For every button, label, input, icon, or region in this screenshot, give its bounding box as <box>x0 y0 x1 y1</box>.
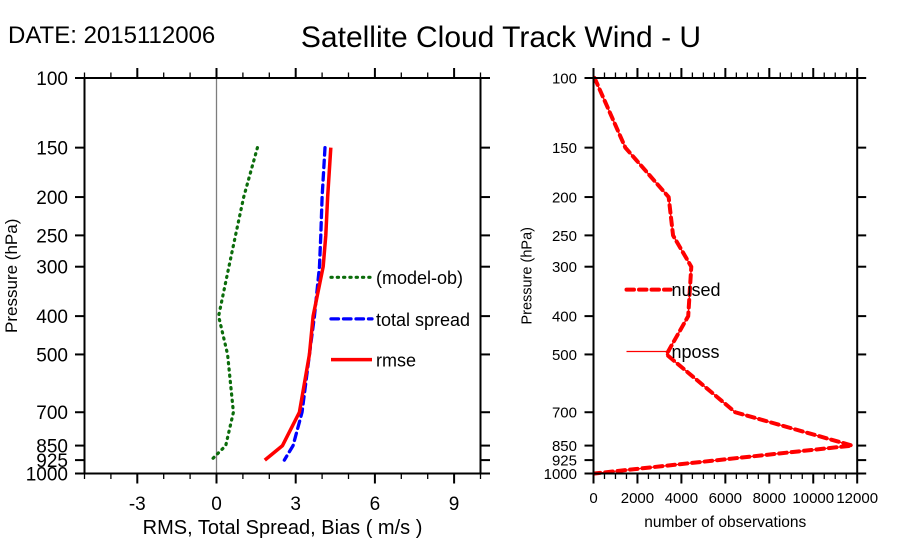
right-panel-x-tick-label: 0 <box>589 490 597 507</box>
left-panel-x-tick-label: 0 <box>211 494 222 515</box>
left-panel-x-tick-label: 9 <box>449 494 460 515</box>
left-panel-y-tick-label: 100 <box>36 69 68 90</box>
left-panel: -3 0 3 6 9 100 150 200 250 300 400 500 700 8509251000… <box>2 68 490 539</box>
right-panel-legend-label-nused: nused <box>672 280 721 300</box>
right-panel-y-tick-label: 250 <box>552 228 577 245</box>
left-panel-frame <box>83 77 482 475</box>
right-panel-x-tick-label: 4000 <box>665 490 698 507</box>
right-panel-y-tick-label: 500 <box>552 347 577 364</box>
right-panel-y-tick-label: 925 <box>552 453 577 470</box>
right-panel-y-tick-label: 200 <box>552 190 577 207</box>
right-panel-x-tick-label: 2000 <box>621 490 654 507</box>
right-panel-y-tick-label: 1000 <box>544 466 577 483</box>
left-panel-x-tick-label: 6 <box>370 494 381 515</box>
left-panel-x-tick-label: 3 <box>290 494 301 515</box>
main-title: Satellite Cloud Track Wind - U <box>301 21 701 54</box>
right-panel-y-tick-label: 100 <box>552 71 577 88</box>
right-panel-x-tick-label: 12000 <box>836 490 878 507</box>
left-panel-legend-label-totalspread: total spread <box>376 310 470 330</box>
left-panel-curve-modelob <box>209 146 260 462</box>
right-panel-curve-nused <box>592 76 855 476</box>
right-panel-x-tick-label: 10000 <box>792 490 834 507</box>
left-panel-y-tick-label: 850 <box>36 436 68 457</box>
left-panel-curve-rmse <box>263 147 333 462</box>
left-panel-y-tick-label: 250 <box>36 226 68 247</box>
left-panel-y-tick-label: 400 <box>36 307 68 328</box>
left-panel-legend-label-modelob: (model-ob) <box>376 268 463 288</box>
left-panel-y-axis-title: Pressure (hPa) <box>2 219 21 333</box>
right-panel-y-tick-label: 150 <box>552 140 577 157</box>
left-panel-y-tick-label: 200 <box>36 188 68 209</box>
left-panel-y-tick-label: 1000 <box>26 464 68 485</box>
left-panel-curve-totalspread <box>282 145 327 462</box>
right-panel-x-tick-label: 6000 <box>709 490 742 507</box>
right-panel-x-axis-title: number of observations <box>644 514 806 531</box>
right-panel-y-tick-label: 300 <box>552 259 577 276</box>
right-panel-y-tick-label: 850 <box>552 438 577 455</box>
left-panel-y-tick-label: 500 <box>36 345 68 366</box>
left-panel-y-tick-label: 300 <box>36 258 68 279</box>
right-panel-curve-nposs <box>594 77 853 475</box>
left-panel-legend-label-rmse: rmse <box>376 351 416 371</box>
date-label: DATE: 2015112006 <box>8 22 215 49</box>
left-panel-y-tick-label: 150 <box>36 139 68 160</box>
right-panel-y-tick-label: 700 <box>552 405 577 422</box>
right-panel-frame <box>592 77 859 475</box>
right-panel: 0 2000 4000 6000 8000 10000 12000 100 150 200 250 3… <box>520 68 878 531</box>
right-panel-x-tick-label: 8000 <box>753 490 786 507</box>
left-panel-y-tick-label: 925 <box>36 451 68 472</box>
left-panel-x-tick-label: -3 <box>129 494 146 515</box>
right-panel-y-tick-label: 400 <box>552 309 577 326</box>
right-panel-y-axis-title: Pressure (hPa) <box>520 227 536 325</box>
left-panel-y-tick-label: 700 <box>36 403 68 424</box>
right-panel-legend-label-nposs: nposs <box>672 342 720 362</box>
left-panel-x-axis-title: RMS, Total Spread, Bias ( m/s ) <box>143 517 423 539</box>
